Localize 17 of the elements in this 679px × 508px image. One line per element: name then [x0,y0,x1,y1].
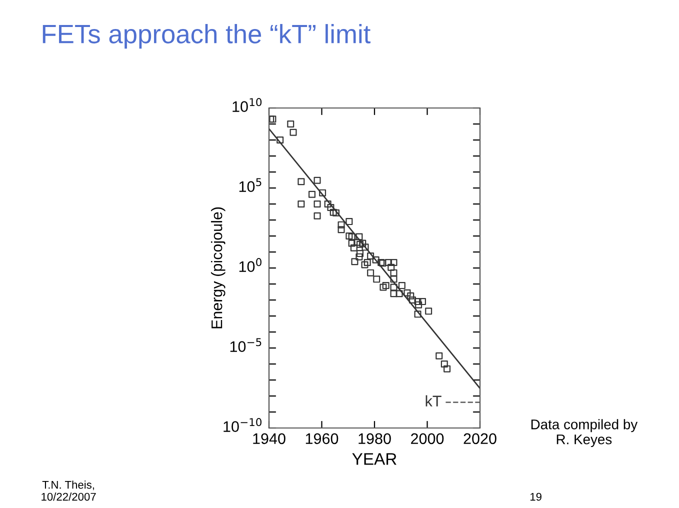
text: Data compiled by R. Keyes [531,419,638,448]
y-tick-label: 10$^{−10}$ [224,418,262,432]
chart-title: FETs approach the “kT” limit [42,24,370,49]
x-tick-label: 1980 [358,433,391,444]
x-axis-title: YEAR [352,453,396,465]
y-axis-title: Energy (picojoule) [211,207,226,328]
x-tick-label: 1940 [253,433,286,444]
x-tick-label: 2000 [411,433,444,444]
y-tick-label: 10$^{0}$ [239,258,262,272]
text: T.N. Theis, 10/22/2007 [42,480,96,501]
x-tick-label: 2020 [464,433,496,444]
series-label: kT [426,395,442,406]
text: 19 [530,492,542,501]
y-tick-label: 10$^{−5}$ [230,338,262,352]
y-tick-label: 10$^{10}$ [232,98,262,112]
x-tick-label: 1960 [306,433,338,444]
y-tick-label: 10$^{5}$ [239,178,262,192]
